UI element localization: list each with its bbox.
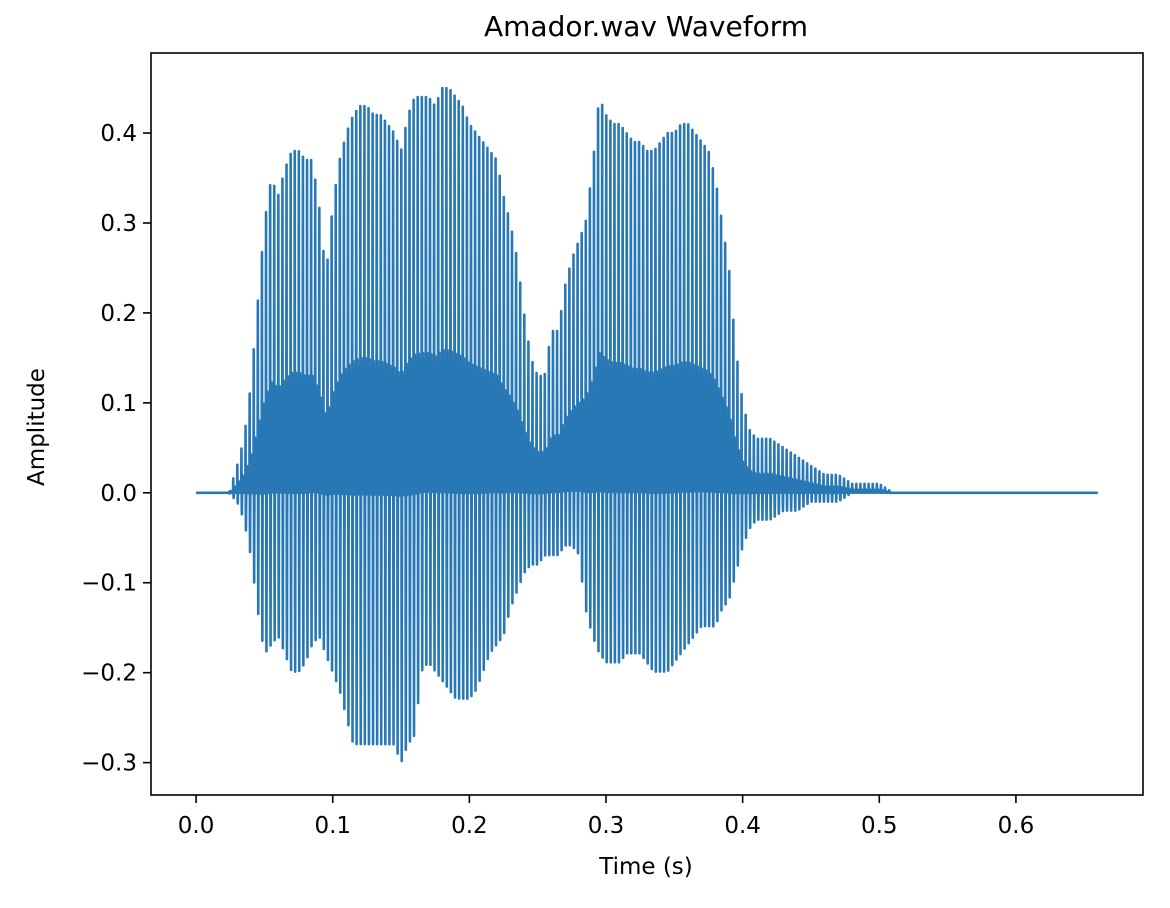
y-tick-label: −0.2 [81,661,137,687]
plot-area [150,52,1144,796]
y-tick-label: 0.1 [100,391,137,417]
y-tick-label: −0.1 [81,571,137,597]
y-tick-label: 0.3 [100,211,137,237]
x-tick-label: 0.4 [724,813,761,839]
x-tick-label: 0.1 [314,813,351,839]
x-tick-label: 0.0 [178,813,215,839]
y-tick-label: 0.2 [100,301,137,327]
plot-frame [150,52,1144,796]
x-axis: 0.0 0.1 0.2 0.3 0.4 0.5 0.6 [178,795,1034,839]
y-axis: −0.3 −0.2 −0.1 0.0 0.1 0.2 0.3 0.4 [81,121,151,777]
x-axis-label: Time (s) [598,854,693,880]
y-tick-label: 0.0 [100,481,137,507]
x-tick-label: 0.3 [588,813,625,839]
waveform-line [196,86,1098,763]
y-axis-label: Amplitude [24,368,50,486]
x-tick-label: 0.6 [998,813,1035,839]
chart-title: Amador.wav Waveform [484,10,808,43]
y-tick-label: −0.3 [81,751,137,777]
y-tick-label: 0.4 [100,121,137,147]
x-tick-label: 0.5 [861,813,898,839]
x-tick-label: 0.2 [451,813,488,839]
